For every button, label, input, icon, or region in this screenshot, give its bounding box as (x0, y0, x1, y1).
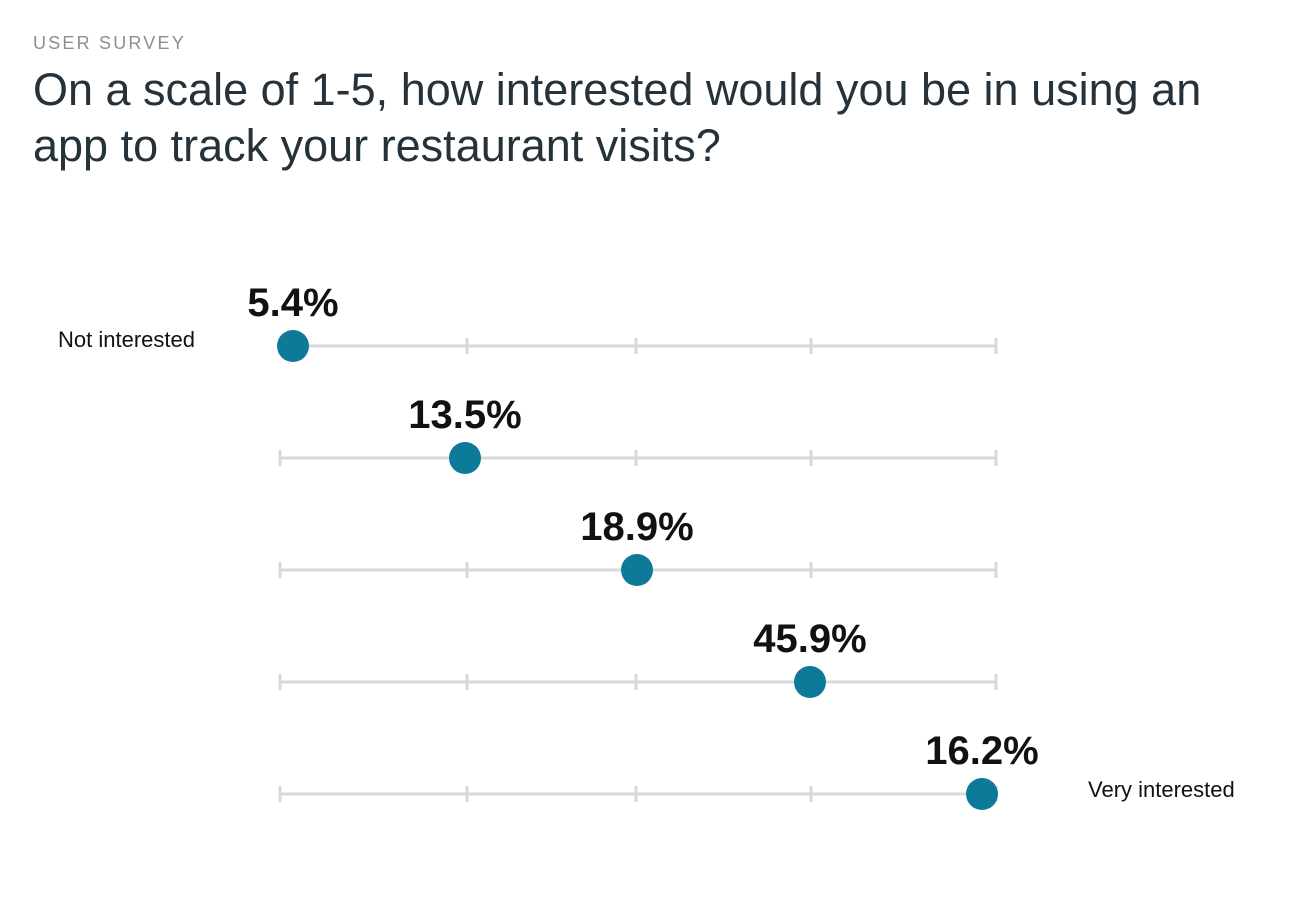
score-dot-3 (621, 554, 653, 586)
value-label-5: 16.2% (925, 729, 1038, 773)
low-end-label: Not interested (58, 327, 195, 352)
scale-row-2: 13.5% (278, 393, 998, 474)
score-dot-1 (277, 330, 309, 362)
value-label-1: 5.4% (247, 281, 338, 325)
score-dot-2 (449, 442, 481, 474)
scale-row-4: 45.9% (278, 617, 998, 698)
scale-row-3: 18.9% (278, 505, 998, 586)
value-label-2: 13.5% (408, 393, 521, 437)
scale-row-1: 5.4% (247, 281, 998, 362)
score-dot-5 (966, 778, 998, 810)
score-dot-4 (794, 666, 826, 698)
value-label-4: 45.9% (753, 617, 866, 661)
survey-eyebrow: USER SURVEY (33, 33, 186, 53)
value-label-3: 18.9% (580, 505, 693, 549)
high-end-label: Very interested (1088, 777, 1235, 802)
scale-row-5: 16.2% (278, 729, 1039, 810)
chart-title: On a scale of 1-5, how interested would … (33, 64, 1202, 171)
